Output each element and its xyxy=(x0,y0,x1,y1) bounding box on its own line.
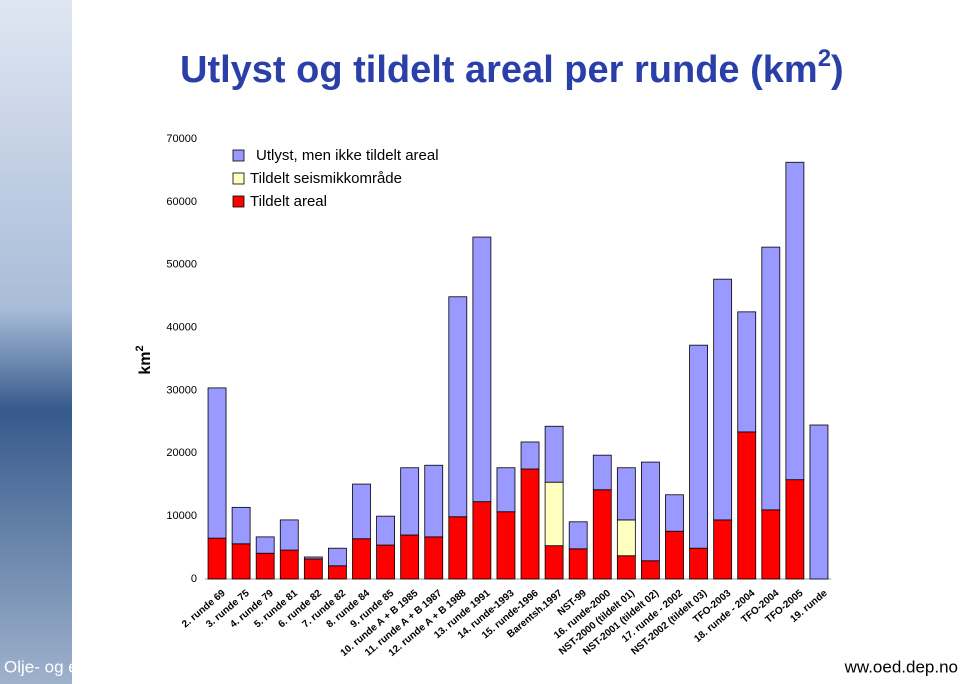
bar-segment xyxy=(496,511,516,580)
bar-segment xyxy=(207,387,227,539)
bar-segment xyxy=(761,246,781,511)
bar-segment xyxy=(207,537,227,580)
footer-right: ww.oed.dep.no xyxy=(844,657,958,676)
bar-segment xyxy=(809,424,829,580)
bar-segment xyxy=(592,489,612,580)
bar-segment xyxy=(376,544,395,580)
bar-segment xyxy=(520,441,540,470)
bar-segment xyxy=(544,545,564,580)
bar-segment xyxy=(689,344,708,549)
bar-segment xyxy=(328,547,347,567)
bar-segment xyxy=(544,481,564,547)
bar-segment xyxy=(616,519,636,557)
bar-segment xyxy=(400,467,420,536)
footer-left: Olje- og ene xyxy=(4,657,97,676)
bar-segment xyxy=(665,494,684,532)
bar-segment xyxy=(231,543,251,580)
bar-segment xyxy=(279,549,299,580)
y-tick-label: 20000 xyxy=(166,447,197,459)
bar-segment xyxy=(713,278,733,521)
bar-segment xyxy=(520,468,540,580)
y-tick-label: 40000 xyxy=(166,321,197,333)
y-tick-label: 70000 xyxy=(166,133,197,145)
bar-segment xyxy=(328,565,347,580)
bar-segment xyxy=(568,521,588,550)
bar-segment xyxy=(424,536,444,580)
bar-segment xyxy=(448,296,468,518)
y-tick-label: 10000 xyxy=(166,510,197,522)
legend-swatch xyxy=(232,172,245,185)
bar-segment xyxy=(785,161,805,481)
legend-label: Tildelt seismikkområde xyxy=(250,170,402,187)
bar-segment xyxy=(231,506,251,545)
bar-segment xyxy=(472,501,492,580)
y-tick-label: 60000 xyxy=(166,196,197,208)
legend-swatch xyxy=(232,195,245,208)
bar-segment xyxy=(352,483,371,540)
bar-segment xyxy=(616,555,636,580)
legend-label: Utlyst, men ikke tildelt areal xyxy=(256,147,439,164)
bar-segment xyxy=(737,311,757,433)
bar-segment xyxy=(761,509,781,580)
legend-label: Tildelt areal xyxy=(250,193,327,210)
bar-segment xyxy=(255,536,275,554)
y-tick-label: 30000 xyxy=(166,384,197,396)
bar-segment xyxy=(496,467,516,513)
bar-segment xyxy=(641,461,660,562)
bar-segment xyxy=(255,552,275,580)
bar-segment xyxy=(472,236,492,503)
bar-segment xyxy=(689,547,708,580)
bar-segment xyxy=(592,454,612,491)
bar-segment xyxy=(279,519,299,551)
bar-segment xyxy=(303,558,323,580)
bar-segment xyxy=(713,519,733,580)
bar-segment xyxy=(616,467,636,521)
bar-segment xyxy=(665,530,684,580)
bar-segment xyxy=(544,425,564,483)
title: Utlyst og tildelt areal per runde (km2) xyxy=(180,45,844,91)
y-tick-label: 50000 xyxy=(166,259,197,271)
bar-segment xyxy=(376,515,395,546)
bar-segment xyxy=(352,538,371,580)
y-axis-label: km2 xyxy=(134,345,154,374)
bar-segment xyxy=(641,560,660,580)
bar-segment xyxy=(424,464,444,538)
y-tick-label: 0 xyxy=(191,573,197,585)
side-image xyxy=(0,0,72,684)
bar-segment xyxy=(448,516,468,580)
legend-swatch xyxy=(232,149,245,162)
bar-segment xyxy=(785,479,805,580)
bar-segment xyxy=(400,534,420,580)
bar-segment xyxy=(303,556,323,560)
bar-segment xyxy=(737,431,757,580)
bar-segment xyxy=(568,548,588,580)
